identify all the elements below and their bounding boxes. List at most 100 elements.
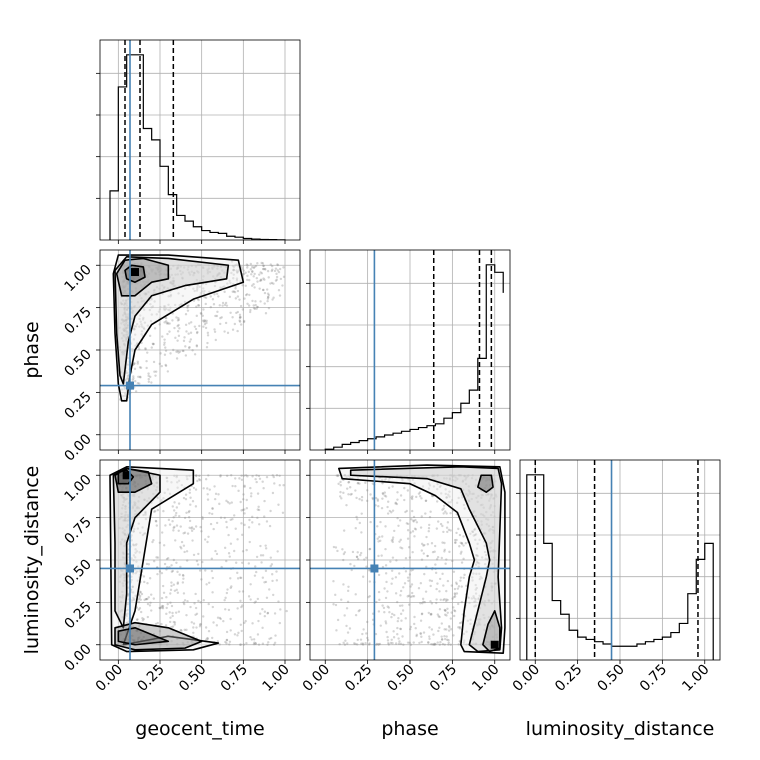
sample-point — [132, 596, 135, 600]
sample-point — [455, 581, 458, 584]
sample-point — [415, 634, 418, 638]
sample-point — [187, 516, 191, 519]
truth-marker — [126, 564, 134, 573]
sample-point — [223, 271, 226, 274]
sample-point — [180, 547, 183, 550]
sample-point — [143, 580, 146, 584]
sample-point — [147, 291, 150, 294]
sample-point — [120, 332, 124, 335]
sample-point — [234, 527, 237, 530]
sample-point — [124, 313, 128, 316]
sample-point — [131, 378, 135, 382]
sample-point — [361, 632, 364, 636]
sample-point — [161, 606, 164, 609]
sample-point — [440, 556, 443, 560]
sample-point — [470, 477, 474, 480]
sample-point — [215, 552, 219, 556]
sample-point — [124, 328, 128, 331]
sample-point — [358, 482, 361, 485]
sample-point — [262, 264, 265, 268]
sample-point — [457, 602, 460, 606]
sample-point — [384, 622, 388, 625]
sample-point — [234, 485, 237, 488]
sample-point — [443, 635, 446, 638]
sample-point — [361, 642, 365, 645]
sample-point — [123, 576, 126, 580]
sample-point — [121, 291, 124, 295]
sample-point — [407, 579, 410, 582]
sample-point — [126, 316, 130, 320]
sample-point — [471, 511, 475, 514]
sample-point — [120, 512, 123, 515]
sample-point — [164, 349, 168, 352]
sample-point — [346, 642, 349, 645]
sample-point — [483, 562, 487, 566]
sample-point — [276, 269, 280, 272]
sample-point — [121, 507, 124, 510]
sample-point — [172, 348, 175, 352]
sample-point — [488, 550, 492, 554]
sample-point — [449, 617, 453, 620]
sample-point — [170, 564, 173, 567]
sample-point — [206, 272, 209, 275]
sample-point — [132, 327, 135, 330]
sample-point — [134, 551, 137, 554]
sample-point — [421, 485, 425, 488]
sample-point — [489, 513, 493, 517]
sample-point — [137, 600, 141, 604]
sample-point — [125, 321, 129, 324]
sample-point — [396, 498, 399, 501]
sample-point — [182, 349, 185, 353]
sample-point — [125, 318, 128, 322]
sample-point — [123, 264, 126, 268]
sample-point — [169, 592, 172, 595]
sample-point — [216, 264, 219, 268]
sample-point — [389, 560, 392, 563]
sample-point — [182, 532, 185, 535]
y-tick-label-luminosity_distance: 0.75 — [61, 514, 94, 547]
sample-point — [177, 323, 180, 327]
sample-point — [412, 520, 415, 523]
sample-point — [119, 575, 122, 579]
sample-point — [135, 543, 138, 546]
sample-point — [408, 603, 411, 606]
sample-point — [482, 476, 485, 480]
sample-point — [259, 554, 263, 557]
sample-point — [439, 522, 443, 526]
sample-point — [234, 297, 238, 300]
sample-point — [377, 643, 380, 646]
sample-point — [192, 631, 195, 634]
sample-point — [266, 299, 269, 303]
sample-point — [136, 362, 139, 365]
sample-point — [185, 511, 188, 514]
sample-point — [445, 614, 448, 617]
sample-point — [358, 497, 361, 501]
sample-point — [175, 474, 179, 477]
sample-point — [192, 274, 195, 277]
sample-point — [120, 609, 124, 612]
sample-point — [216, 640, 220, 643]
sample-point — [260, 272, 264, 275]
sample-point — [492, 556, 496, 559]
sample-point — [490, 589, 493, 592]
sample-point — [489, 497, 492, 500]
sample-point — [145, 359, 148, 363]
sample-point — [126, 515, 130, 519]
sample-point — [124, 505, 127, 508]
sample-point — [223, 516, 226, 520]
sample-point — [172, 264, 175, 268]
sample-point — [124, 487, 128, 490]
sample-point — [189, 321, 193, 324]
sample-point — [122, 264, 126, 267]
density-contour — [338, 464, 506, 655]
sample-point — [445, 477, 448, 480]
sample-point — [260, 261, 263, 265]
sample-point — [264, 544, 267, 547]
sample-point — [485, 523, 488, 526]
sample-point — [363, 558, 366, 561]
sample-point — [166, 370, 170, 373]
sample-point — [164, 320, 168, 323]
sample-point — [419, 602, 422, 605]
sample-point — [134, 325, 138, 328]
sample-point — [246, 475, 249, 478]
